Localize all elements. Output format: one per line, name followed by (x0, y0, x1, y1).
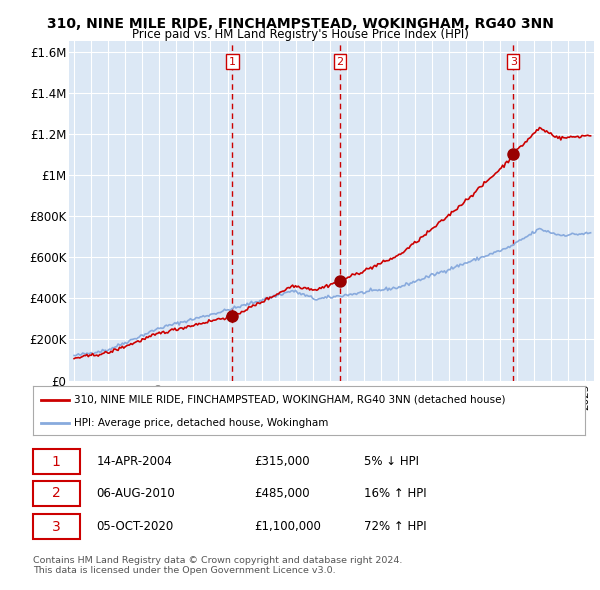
Text: 06-AUG-2010: 06-AUG-2010 (97, 487, 175, 500)
Text: 1: 1 (52, 455, 61, 468)
Text: 5% ↓ HPI: 5% ↓ HPI (364, 455, 419, 468)
Text: £485,000: £485,000 (254, 487, 310, 500)
Text: 3: 3 (52, 520, 61, 534)
Text: 1: 1 (229, 57, 236, 67)
FancyBboxPatch shape (33, 449, 80, 474)
Text: 310, NINE MILE RIDE, FINCHAMPSTEAD, WOKINGHAM, RG40 3NN: 310, NINE MILE RIDE, FINCHAMPSTEAD, WOKI… (47, 17, 553, 31)
FancyBboxPatch shape (33, 481, 80, 506)
Text: 05-OCT-2020: 05-OCT-2020 (97, 520, 174, 533)
Text: 310, NINE MILE RIDE, FINCHAMPSTEAD, WOKINGHAM, RG40 3NN (detached house): 310, NINE MILE RIDE, FINCHAMPSTEAD, WOKI… (74, 395, 506, 405)
Text: £1,100,000: £1,100,000 (254, 520, 320, 533)
Text: Contains HM Land Registry data © Crown copyright and database right 2024.
This d: Contains HM Land Registry data © Crown c… (33, 556, 403, 575)
Text: £315,000: £315,000 (254, 455, 310, 468)
Text: Price paid vs. HM Land Registry's House Price Index (HPI): Price paid vs. HM Land Registry's House … (131, 28, 469, 41)
Text: 2: 2 (52, 486, 61, 500)
FancyBboxPatch shape (33, 514, 80, 539)
Text: 16% ↑ HPI: 16% ↑ HPI (364, 487, 427, 500)
Text: HPI: Average price, detached house, Wokingham: HPI: Average price, detached house, Woki… (74, 418, 329, 428)
Text: 14-APR-2004: 14-APR-2004 (97, 455, 172, 468)
Text: 2: 2 (336, 57, 343, 67)
Text: 72% ↑ HPI: 72% ↑ HPI (364, 520, 427, 533)
Text: 3: 3 (510, 57, 517, 67)
